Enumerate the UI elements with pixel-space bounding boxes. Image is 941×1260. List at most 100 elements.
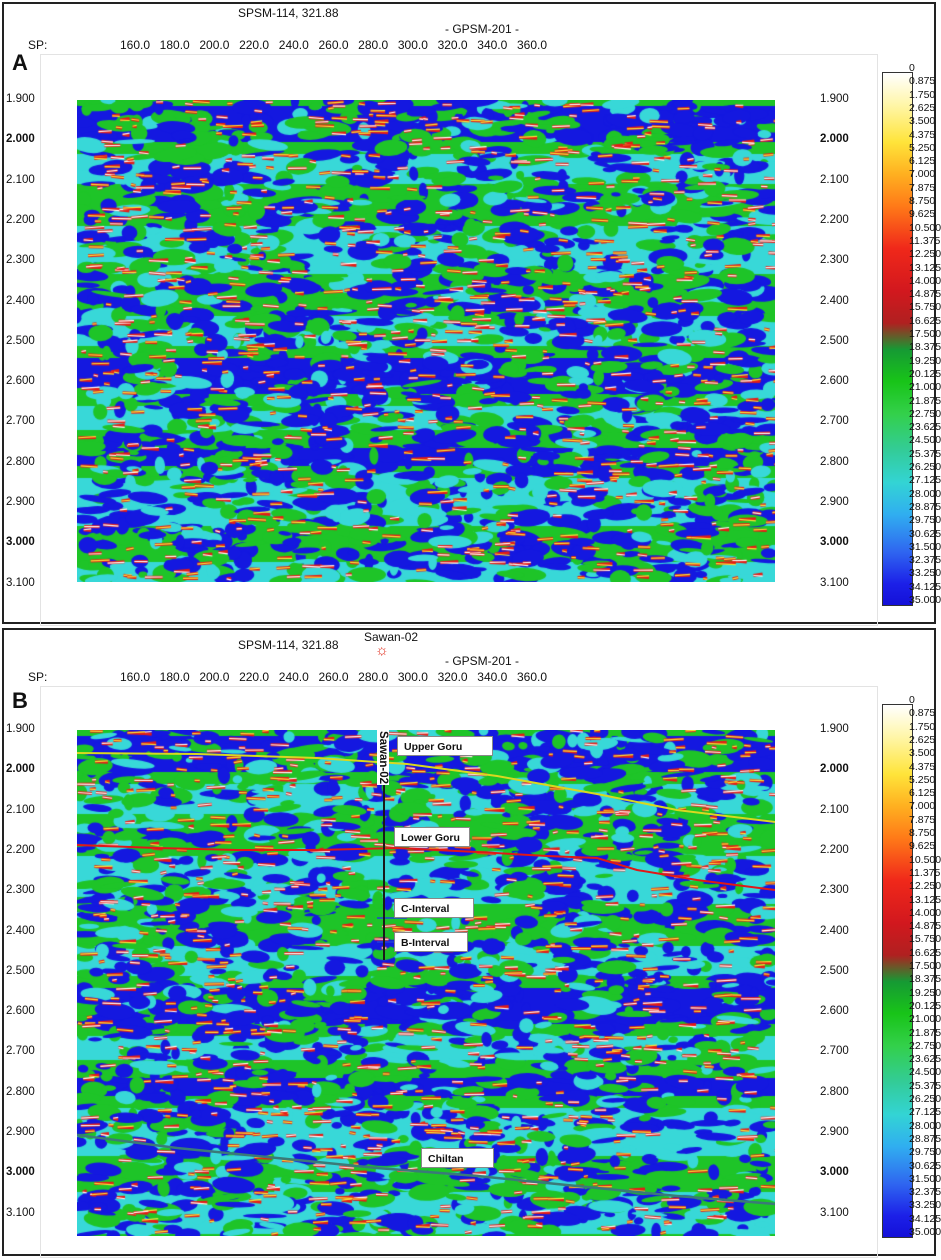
colorbar-tick-label: 13.125 bbox=[909, 261, 941, 274]
sp-tick-label: 320.0 bbox=[437, 38, 468, 52]
time-tick-label-left: 2.100 bbox=[6, 803, 35, 816]
colorbar-tick-label: 22.750 bbox=[909, 1039, 941, 1052]
time-tick-label-left: 2.200 bbox=[6, 843, 35, 856]
time-tick-label-left: 2.800 bbox=[6, 1085, 35, 1098]
time-tick-label-right: 2.700 bbox=[820, 415, 849, 428]
colorbar-tick-label: 26.250 bbox=[909, 461, 941, 473]
colorbar-tick-label: 0.875 bbox=[909, 707, 936, 720]
time-tick-label-right: 2.800 bbox=[820, 455, 849, 468]
colorbar-tick-label: 4.375 bbox=[909, 760, 936, 773]
sp-tick-label: 200.0 bbox=[199, 38, 230, 52]
time-tick-label-right: 2.900 bbox=[820, 496, 849, 508]
time-tick-label-left: 2.700 bbox=[6, 1045, 35, 1058]
time-tick-label-left: 2.100 bbox=[6, 173, 35, 186]
colorbar-tick-label: 31.500 bbox=[909, 540, 941, 553]
time-tick-label-right: 3.100 bbox=[820, 1206, 849, 1219]
colorbar-tick-label: 6.125 bbox=[909, 787, 936, 800]
time-tick-label-right: 2.600 bbox=[820, 375, 849, 388]
colorbar-tick-label: 21.000 bbox=[909, 1013, 941, 1026]
colorbar-tick-label: 6.125 bbox=[909, 155, 936, 168]
time-tick-label-right: 3.100 bbox=[820, 576, 849, 589]
sp-tick-label: 280.0 bbox=[358, 670, 389, 684]
line-name: - GPSM-201 - bbox=[445, 22, 520, 36]
colorbar-tick-label: 18.375 bbox=[909, 341, 941, 354]
sp-tick-label: 160.0 bbox=[119, 670, 151, 684]
colorbar-tick-label: 35.000 bbox=[909, 1226, 941, 1238]
time-tick-label-left: 2.600 bbox=[6, 375, 35, 388]
well-name: Sawan-02 bbox=[364, 630, 419, 644]
time-tick-label-right: 3.000 bbox=[820, 536, 849, 549]
colorbar-tick-label: 0 bbox=[909, 694, 915, 706]
time-tick-label-left: 2.500 bbox=[6, 334, 35, 347]
colorbar-tick-label: 4.375 bbox=[909, 128, 936, 141]
plot-frame bbox=[40, 54, 878, 626]
time-tick-label-right: 2.900 bbox=[820, 1126, 849, 1138]
colorbar-tick-label: 20.125 bbox=[909, 999, 941, 1012]
time-tick-label-left: 2.600 bbox=[6, 1005, 35, 1018]
colorbar-tick-label: 16.625 bbox=[909, 946, 941, 959]
sp-tick-label: 200.0 bbox=[199, 670, 230, 684]
well-symbol-icon: ☼ bbox=[375, 642, 389, 659]
colorbar-tick-label: 14.000 bbox=[909, 906, 941, 919]
sp-tick-label: 180.0 bbox=[159, 670, 190, 684]
colorbar-tick-label: 32.375 bbox=[909, 554, 941, 567]
colorbar-tick-label: 15.750 bbox=[909, 301, 941, 314]
time-tick-label-right: 1.900 bbox=[820, 93, 849, 105]
colorbar-tick-label: 18.375 bbox=[909, 973, 941, 986]
panel-b: B SPSM-114, 321.88 Sawan-02 ☼ - GPSM-201… bbox=[2, 628, 941, 1258]
colorbar-tick-label: 7.000 bbox=[909, 168, 936, 181]
colorbar-tick-label: 12.250 bbox=[909, 248, 941, 261]
colorbar-tick-label: 5.250 bbox=[909, 141, 936, 154]
colorbar-tick-label: 8.750 bbox=[909, 195, 936, 207]
colorbar-tick-label: 30.625 bbox=[909, 527, 941, 540]
time-tick-label-left: 2.900 bbox=[6, 496, 35, 508]
colorbar-tick-label: 12.250 bbox=[909, 880, 941, 893]
line-name: - GPSM-201 - bbox=[445, 654, 520, 668]
horizon-label-upper-goru: Upper Goru bbox=[397, 736, 493, 756]
time-tick-label-right: 2.400 bbox=[820, 924, 849, 937]
colorbar-tick-label: 20.125 bbox=[909, 367, 941, 380]
colorbar-tick-label: 7.875 bbox=[909, 181, 936, 194]
sp-tick-label: 360.0 bbox=[516, 38, 548, 52]
time-tick-label-left: 2.900 bbox=[6, 1126, 35, 1138]
colorbar-tick-label: 28.875 bbox=[909, 500, 941, 513]
seismic-section bbox=[77, 100, 775, 582]
colorbar-tick-label: 26.250 bbox=[909, 1093, 941, 1105]
sp-tick-label: 360.0 bbox=[516, 670, 548, 684]
cross-line-label: SPSM-114, 321.88 bbox=[238, 638, 339, 652]
time-tick-label-left: 2.200 bbox=[6, 213, 35, 226]
time-tick-label-right: 2.100 bbox=[820, 173, 849, 186]
sp-tick-label: 260.0 bbox=[318, 670, 349, 684]
colorbar-tick-label: 24.500 bbox=[909, 1066, 941, 1079]
time-tick-label-left: 2.000 bbox=[6, 763, 35, 776]
colorbar-tick-label: 28.000 bbox=[909, 1119, 941, 1132]
colorbar-tick-label: 30.625 bbox=[909, 1159, 941, 1172]
time-tick-label-left: 3.100 bbox=[6, 1206, 35, 1219]
colorbar-tick-label: 34.125 bbox=[909, 580, 941, 593]
time-tick-label-right: 2.400 bbox=[820, 294, 849, 307]
colorbar-tick-label: 8.750 bbox=[909, 827, 936, 839]
colorbar-tick-label: 13.125 bbox=[909, 893, 941, 906]
sp-tick-label: 340.0 bbox=[477, 38, 508, 52]
sp-tick-label: 320.0 bbox=[437, 670, 468, 684]
colorbar-tick-label: 10.500 bbox=[909, 853, 941, 866]
sp-tick-label: 260.0 bbox=[318, 38, 349, 52]
colorbar-tick-label: 17.500 bbox=[909, 960, 941, 972]
cross-line-label: SPSM-114, 321.88 bbox=[238, 6, 339, 20]
colorbar-tick-label: 15.750 bbox=[909, 933, 941, 946]
colorbar-tick-label: 25.375 bbox=[909, 1079, 941, 1092]
colorbar-tick-label: 11.375 bbox=[909, 866, 941, 879]
time-tick-label-right: 2.800 bbox=[820, 1085, 849, 1098]
colorbar-tick-label: 7.000 bbox=[909, 800, 936, 813]
sp-axis-label: SP: bbox=[28, 670, 48, 684]
colorbar-tick-label: 7.875 bbox=[909, 813, 936, 826]
colorbar-tick-label: 0.875 bbox=[909, 75, 936, 88]
time-tick-label-right: 3.000 bbox=[820, 1166, 849, 1179]
time-tick-label-left: 2.400 bbox=[6, 924, 35, 937]
panel-a: A SPSM-114, 321.88 - GPSM-201 - SP: 160.… bbox=[2, 2, 941, 626]
colorbar-tick-label: 17.500 bbox=[909, 328, 941, 340]
colorbar-tick-label: 9.625 bbox=[909, 208, 936, 221]
horizon-chiltan bbox=[77, 1133, 775, 1206]
plot-frame bbox=[40, 686, 878, 1258]
well-track-label: Sawan-02 bbox=[377, 730, 389, 786]
